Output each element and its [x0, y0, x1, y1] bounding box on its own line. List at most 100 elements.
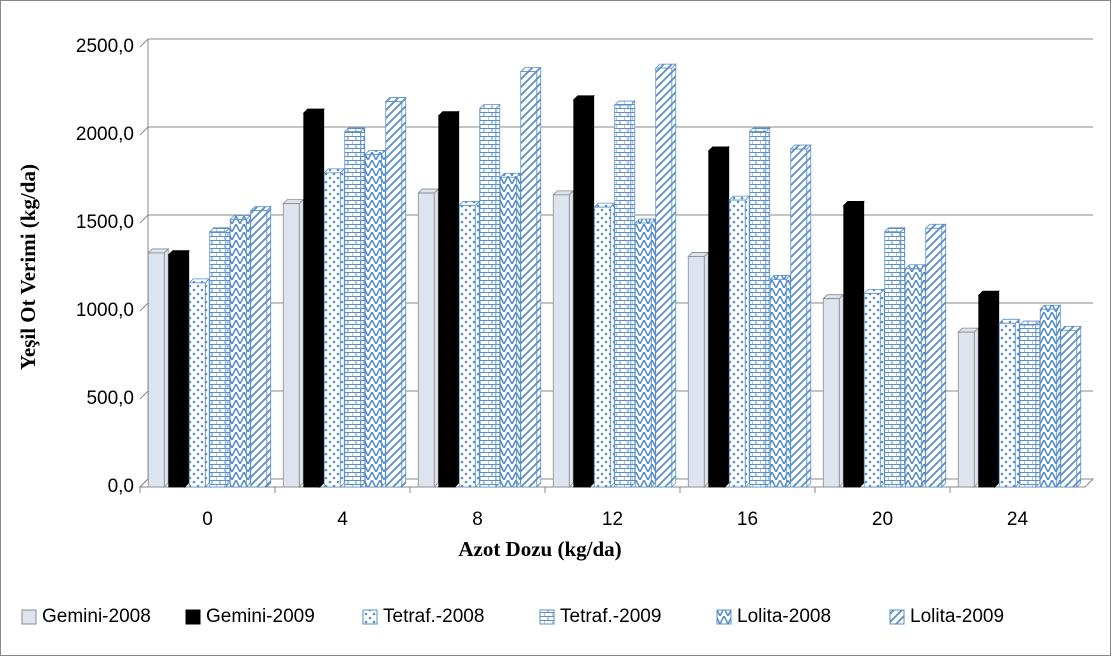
y-tick-label: 1000,0: [76, 300, 134, 321]
bar: [147, 252, 165, 488]
legend-swatch: [185, 609, 201, 625]
y-tick-label: 0,0: [108, 476, 134, 497]
bar-top: [789, 144, 812, 150]
bar: [655, 67, 673, 488]
bar-top: [822, 294, 845, 300]
y-tick-label: 2500,0: [76, 36, 134, 57]
bar: [843, 204, 861, 488]
bar: [790, 148, 808, 488]
bar-top: [249, 206, 272, 212]
bar-side: [1055, 304, 1061, 488]
bar-side: [245, 214, 251, 488]
bar-top: [842, 200, 865, 206]
bar-side: [568, 189, 574, 488]
bar-side: [900, 226, 906, 488]
bar-side: [630, 100, 636, 488]
x-tick-label: 4: [337, 509, 348, 530]
bar-top: [924, 223, 947, 229]
bar-top: [957, 327, 980, 333]
bar-side: [266, 205, 272, 488]
x-tick-label: 12: [602, 509, 623, 530]
bar-side: [765, 126, 771, 488]
x-axis-title: Azot Dozu (kg/da): [458, 537, 621, 561]
legend-label: Gemini-2009: [206, 606, 315, 627]
bar-side: [920, 263, 926, 488]
bar-top: [302, 108, 325, 114]
x-tick-label: 20: [872, 509, 893, 530]
bar: [168, 254, 186, 488]
bar-top: [728, 195, 751, 201]
bar: [687, 256, 705, 488]
bar-top: [998, 318, 1021, 324]
legend-label: Tetraf.-2008: [383, 606, 484, 627]
bar-side: [650, 218, 656, 488]
bar: [188, 282, 206, 488]
bar-side: [319, 108, 325, 488]
bar-top: [707, 146, 730, 152]
bar-top: [613, 100, 636, 106]
bar: [708, 150, 726, 488]
bar-side: [474, 200, 480, 488]
bar-side: [536, 66, 542, 488]
legend-label: Lolita-2009: [910, 606, 1004, 627]
bar: [1060, 329, 1078, 488]
bar: [925, 227, 943, 488]
bar-top: [634, 218, 657, 224]
x-tick-label: 16: [737, 509, 758, 530]
bar-side: [941, 223, 947, 488]
bar-top: [229, 215, 252, 220]
legend-swatch: [21, 609, 37, 625]
bar: [458, 204, 476, 488]
bar-top: [748, 127, 771, 132]
bar-top: [977, 290, 1000, 296]
legend-label: Tetraf.-2009: [560, 606, 661, 627]
bar: [520, 71, 538, 488]
bar: [998, 322, 1016, 488]
bar-side: [339, 167, 345, 488]
bar-top: [167, 250, 190, 256]
bar-side: [360, 126, 366, 488]
bar-top: [282, 199, 305, 205]
grid-line: [139, 38, 1093, 48]
bar: [728, 199, 746, 488]
bar: [822, 298, 840, 488]
bar-top: [904, 264, 927, 270]
bar: [1039, 308, 1057, 488]
bar-top: [458, 200, 481, 206]
bar: [863, 292, 881, 488]
bar: [364, 153, 382, 488]
bar-top: [384, 97, 407, 102]
bar-side: [589, 94, 595, 488]
bar-side: [703, 251, 709, 488]
bar: [634, 222, 652, 488]
legend-swatch: [539, 609, 555, 625]
bar-side: [225, 226, 231, 488]
bar-side: [515, 172, 521, 488]
bar-top: [769, 274, 792, 280]
legend-label: Gemini-2008: [42, 606, 151, 627]
bar-side: [744, 195, 750, 488]
bar-top: [1059, 325, 1082, 331]
bar: [593, 206, 611, 488]
bar-side: [184, 249, 190, 488]
bar-side: [859, 200, 865, 488]
bar-side: [671, 63, 677, 488]
bar: [209, 231, 227, 488]
bar-side: [1076, 325, 1082, 488]
bar-side: [1035, 320, 1041, 488]
bar-side: [785, 274, 791, 488]
y-tick-label: 1500,0: [76, 212, 134, 233]
legend-swatch: [889, 609, 905, 625]
bar: [499, 176, 517, 488]
bar: [417, 192, 435, 488]
bar-side: [724, 145, 730, 488]
bar: [573, 99, 591, 488]
grid-line: [139, 214, 1093, 224]
bar-top: [1039, 304, 1062, 310]
bar: [344, 131, 362, 488]
bar-top: [147, 248, 170, 254]
bar-top: [208, 227, 231, 233]
bar-top: [364, 149, 387, 155]
bar-top: [519, 67, 542, 73]
